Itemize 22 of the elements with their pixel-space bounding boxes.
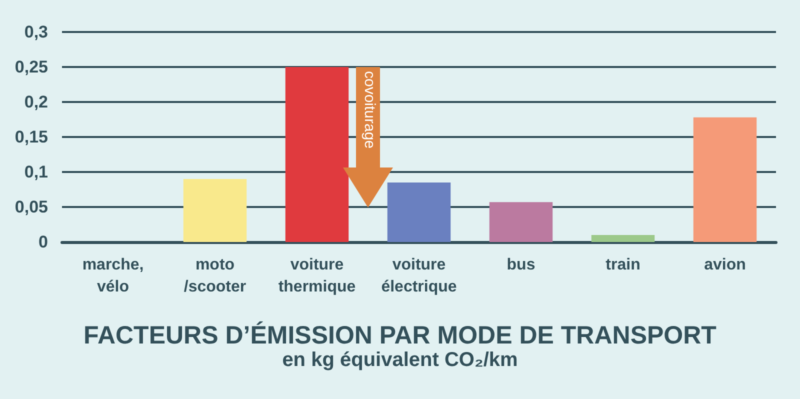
bar [387,182,451,242]
y-tick-label: 0,1 [24,162,48,182]
y-tick-label: 0 [38,232,48,252]
text: FACTEURS D’ÉMISSION PAR MODE DE TRANSPORT [84,320,716,350]
bar [183,179,247,242]
x-tick-label: avion [704,256,746,274]
y-tick-label: 0,15 [14,128,48,146]
bar [693,117,757,242]
text: en kg équivalent CO₂/km [282,349,518,371]
y-tick-label: 0,3 [24,22,48,42]
x-tick-label: voiture électrique [381,256,457,296]
x-tick-label: train [606,256,640,274]
x-tick-label: voiture thermique [278,256,356,296]
x-tick-label: bus [506,256,536,274]
bar [489,202,553,242]
y-tick-label: 0,25 [14,58,48,76]
annotation: covoiturage [361,71,378,149]
y-tick-label: 0,2 [24,92,48,112]
y-tick-label: 0,05 [14,198,48,216]
bar [591,235,655,242]
x-tick-label: marche, vélo [82,256,144,296]
x-tick-label: moto /scooter [184,256,246,296]
